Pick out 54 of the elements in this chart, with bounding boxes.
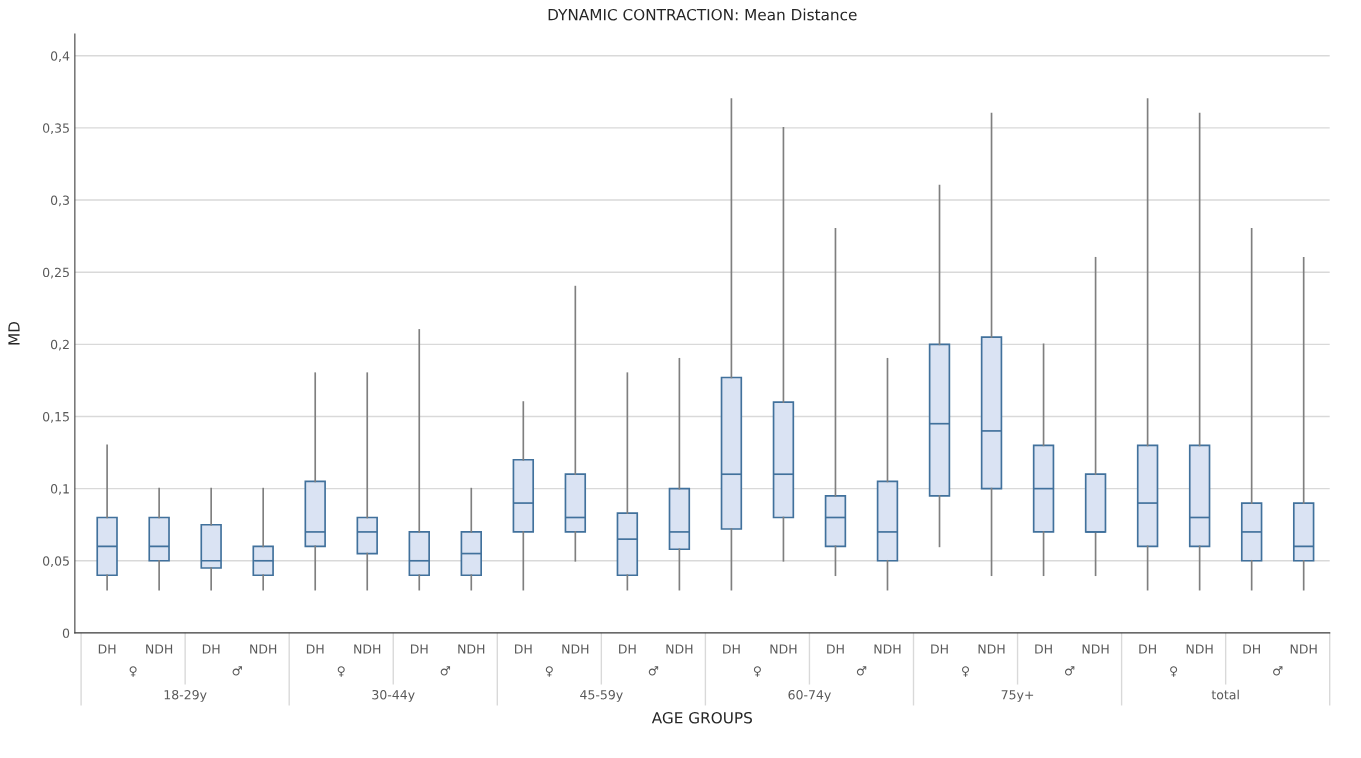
x-tick-label: DH bbox=[202, 644, 220, 654]
y-tick-label: 0,15 bbox=[42, 411, 69, 423]
text: ♀ bbox=[753, 666, 761, 677]
x-tick-label: NDH bbox=[1082, 644, 1109, 654]
x-tick-label: DH bbox=[98, 644, 116, 654]
text: ♂ bbox=[1273, 666, 1283, 676]
y-tick-label: 0,35 bbox=[42, 123, 69, 135]
x-tick-label: DH bbox=[1139, 644, 1156, 654]
x-tick-label: NDH bbox=[978, 644, 1005, 654]
text: ♂ bbox=[232, 666, 242, 676]
x-axis-title: AGE GROUPS bbox=[651, 711, 752, 724]
text: ♀ bbox=[962, 666, 970, 677]
y-axis-title: MD bbox=[8, 321, 20, 345]
x-tick-label: DH bbox=[515, 644, 532, 654]
x-tick-label: DH bbox=[827, 644, 844, 654]
x-tick-label: NDH bbox=[146, 644, 173, 654]
x-tick-label: NDH bbox=[562, 644, 589, 654]
x-tick-label: NDH bbox=[1290, 644, 1317, 654]
y-tick-label: 0,05 bbox=[42, 556, 69, 567]
x-tick-label: NDH bbox=[250, 644, 277, 654]
x-tick-label: DH bbox=[723, 644, 740, 654]
y-tick-label: 0,2 bbox=[50, 339, 69, 351]
text: 60-74y bbox=[788, 689, 831, 702]
x-tick-label: NDH bbox=[770, 644, 797, 654]
text: 45-59y bbox=[580, 689, 623, 702]
x-tick-label: NDH bbox=[458, 644, 485, 654]
y-tick-label: 0,4 bbox=[50, 51, 70, 62]
chart-title: DYNAMIC CONTRACTION: Mean Distance bbox=[548, 8, 857, 21]
text: ♀ bbox=[129, 666, 137, 677]
text: 75y+ bbox=[1001, 690, 1034, 702]
text: total bbox=[1211, 689, 1239, 700]
x-tick-label: DH bbox=[931, 644, 948, 654]
text: ♂ bbox=[648, 666, 659, 676]
x-tick-label: DH bbox=[306, 644, 324, 654]
x-tick-label: DH bbox=[1035, 644, 1052, 654]
y-tick-label: 0,3 bbox=[50, 195, 69, 207]
text: ♀ bbox=[337, 666, 345, 677]
text: 30-44y bbox=[372, 689, 415, 702]
text: ♂ bbox=[440, 666, 451, 676]
x-tick-label: DH bbox=[410, 644, 428, 654]
y-tick-label: 0,25 bbox=[42, 267, 69, 279]
text: ♂ bbox=[1064, 666, 1075, 676]
x-tick-label: NDH bbox=[1186, 644, 1213, 654]
text: ♂ bbox=[856, 666, 867, 676]
x-tick-label: DH bbox=[1243, 644, 1260, 654]
y-tick-label: 0 bbox=[62, 628, 70, 638]
x-tick-label: NDH bbox=[354, 644, 381, 654]
text: ♀ bbox=[1170, 666, 1178, 677]
x-tick-label: DH bbox=[619, 644, 636, 654]
x-tick-label: NDH bbox=[666, 644, 693, 654]
x-tick-label: NDH bbox=[874, 644, 901, 654]
y-tick-label: 0,1 bbox=[50, 484, 69, 495]
text: ♀ bbox=[545, 666, 553, 677]
text: 18-29y bbox=[164, 689, 207, 702]
